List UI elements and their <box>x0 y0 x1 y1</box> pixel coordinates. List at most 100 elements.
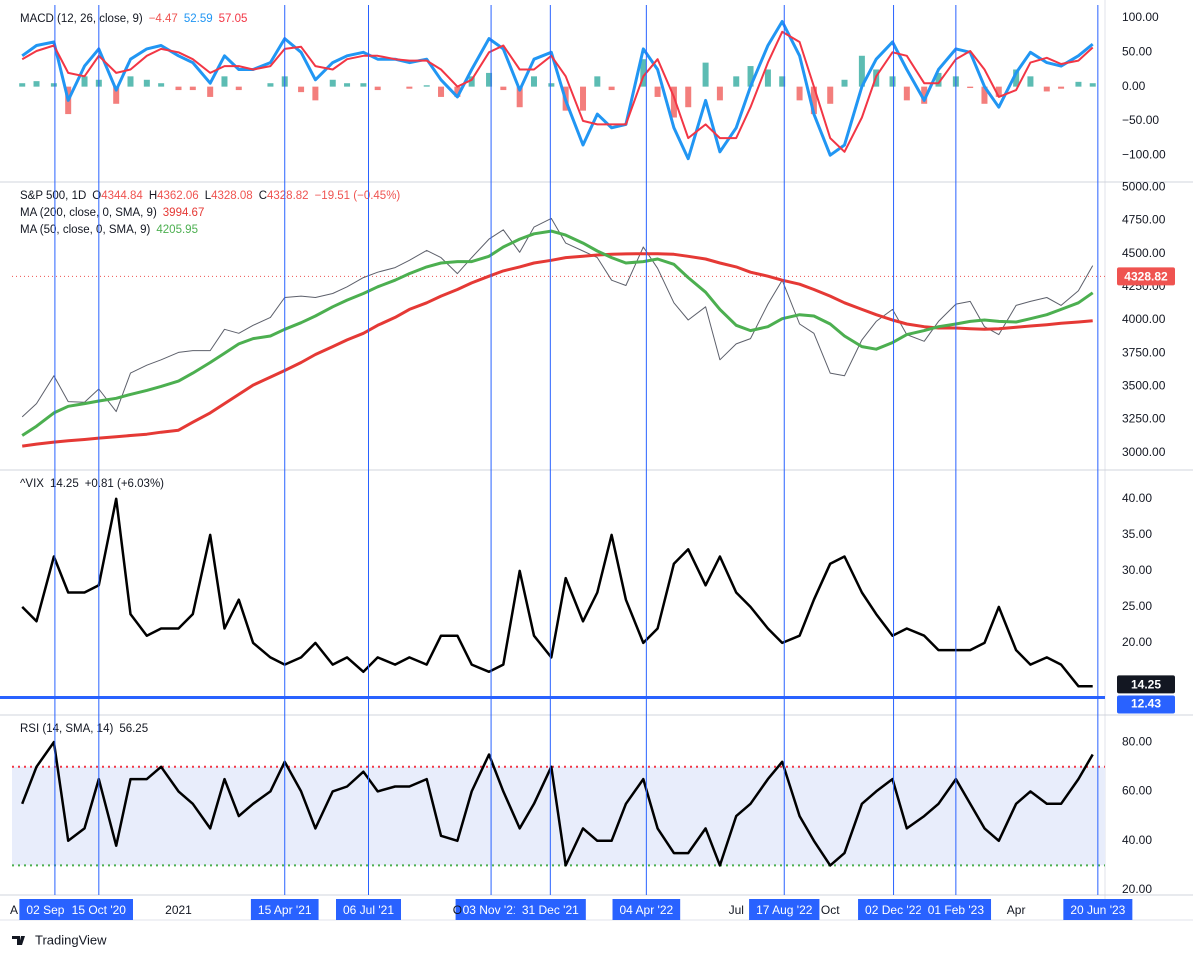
legend-text: RSI (14, SMA, 14) <box>20 723 113 735</box>
event-date-box <box>455 899 527 920</box>
y-tick-label: 35.00 <box>1122 527 1152 541</box>
event-date-box <box>64 899 133 920</box>
histogram-bar <box>827 86 834 104</box>
y-tick-label: −50.00 <box>1122 113 1159 127</box>
series-line <box>21 30 1094 153</box>
histogram-bar <box>312 86 319 101</box>
event-date-label: 15 Apr '21 <box>258 903 312 917</box>
histogram-bar <box>796 86 803 101</box>
y-tick-label: 5000.00 <box>1122 179 1166 193</box>
histogram-bar <box>438 86 445 97</box>
histogram-bar <box>360 83 367 87</box>
histogram-bar <box>841 79 848 87</box>
legend-text: 4328.82 <box>267 190 309 202</box>
histogram-bar <box>921 86 928 104</box>
histogram-bar <box>143 79 150 87</box>
histogram-bar <box>423 85 430 87</box>
y-tick-label: 50.00 <box>1122 45 1152 59</box>
series-line <box>21 20 1094 161</box>
histogram-bar <box>779 76 786 87</box>
histogram-bar <box>1043 86 1050 92</box>
histogram-bar <box>935 72 942 87</box>
event-date-label: 03 Nov '21 <box>463 903 520 917</box>
histogram-bar <box>981 86 988 104</box>
histogram-bar <box>594 76 601 87</box>
histogram-bar <box>344 83 351 87</box>
legend-text: L <box>205 190 212 202</box>
event-date-box <box>1063 899 1133 920</box>
histogram-bar <box>267 83 274 87</box>
y-tick-label: 4750.00 <box>1122 213 1166 227</box>
x-tick-label: A <box>10 903 18 917</box>
histogram-bar <box>995 86 1002 97</box>
histogram-bar <box>468 76 475 87</box>
histogram-bar <box>654 86 661 97</box>
y-tick-label: 25.00 <box>1122 599 1152 613</box>
histogram-bar <box>406 86 413 89</box>
event-date-label: 04 Apr '22 <box>620 903 674 917</box>
legend-text: 4344.84 <box>101 190 143 202</box>
histogram-bar <box>580 86 587 111</box>
histogram-bar <box>33 81 40 87</box>
y-tick-label: 30.00 <box>1122 563 1152 577</box>
x-tick-label: Oct <box>821 903 840 917</box>
histogram-bar <box>516 86 523 108</box>
legend-text: MACD (12, 26, close, 9) <box>20 13 143 25</box>
event-date-label: 01 Feb '23 <box>928 903 985 917</box>
x-tick-label: O <box>453 903 462 917</box>
histogram-bar <box>175 86 182 91</box>
histogram-bar <box>670 86 677 118</box>
legend-text: 52.59 <box>184 13 213 25</box>
y-tick-label: 3250.00 <box>1122 412 1166 426</box>
histogram-bar <box>716 86 723 101</box>
histogram-bar <box>733 76 740 87</box>
histogram-bar <box>764 69 771 87</box>
event-date-label: 31 Dec '21 <box>522 903 579 917</box>
y-tick-label: 4000.00 <box>1122 312 1166 326</box>
histogram-bar <box>810 86 817 115</box>
legend-text: H <box>149 190 157 202</box>
legend-text: C <box>259 190 267 202</box>
histogram-bar <box>967 86 974 89</box>
y-tick-label: 40.00 <box>1122 833 1152 847</box>
series-line <box>21 217 1094 418</box>
legend-text: 3994.67 <box>163 207 205 219</box>
legend-text: 57.05 <box>219 13 248 25</box>
legend-text: MA (50, close, 0, SMA, 9) <box>20 224 151 236</box>
legend-text: 14.25 <box>50 478 79 490</box>
histogram-bar <box>858 55 865 87</box>
histogram-bar <box>207 86 214 97</box>
event-date-label: 06 Jul '21 <box>343 903 394 917</box>
last-value-label: 4328.82 <box>1124 270 1168 284</box>
y-tick-label: 20.00 <box>1122 882 1152 896</box>
histogram-bar <box>1089 83 1096 87</box>
logo <box>12 936 25 945</box>
histogram-bar <box>747 66 754 87</box>
y-tick-label: 60.00 <box>1122 784 1152 798</box>
y-tick-label: 0.00 <box>1122 79 1146 93</box>
event-date-label: 17 Aug '22 <box>756 903 813 917</box>
histogram-bar <box>81 76 88 87</box>
event-date-box <box>749 899 820 920</box>
histogram-bar <box>530 76 537 87</box>
series-line <box>21 252 1093 448</box>
y-tick-label: −100.00 <box>1122 147 1166 161</box>
y-tick-label: 3500.00 <box>1122 379 1166 393</box>
last-value-box <box>1117 675 1175 694</box>
histogram-bar <box>486 72 493 87</box>
legend-text: MA (200, close, 0, SMA, 9) <box>20 207 157 219</box>
histogram-bar <box>189 86 196 91</box>
histogram-bar <box>889 76 896 87</box>
histogram-bar <box>1027 76 1034 87</box>
series-line <box>21 229 1094 437</box>
series-line <box>21 740 1094 867</box>
legend-text: 56.25 <box>119 723 148 735</box>
legend-text: −4.47 <box>149 13 178 25</box>
event-date-label: 15 Oct '20 <box>72 903 127 917</box>
histogram-bar <box>1013 69 1020 87</box>
legend-line: RSI (14, SMA, 14) 56.25 <box>20 723 148 735</box>
legend-text: ^VIX <box>20 478 44 490</box>
level-label: 12.43 <box>1131 697 1161 711</box>
x-tick-label: 2021 <box>165 903 192 917</box>
histogram-bar <box>903 86 910 101</box>
